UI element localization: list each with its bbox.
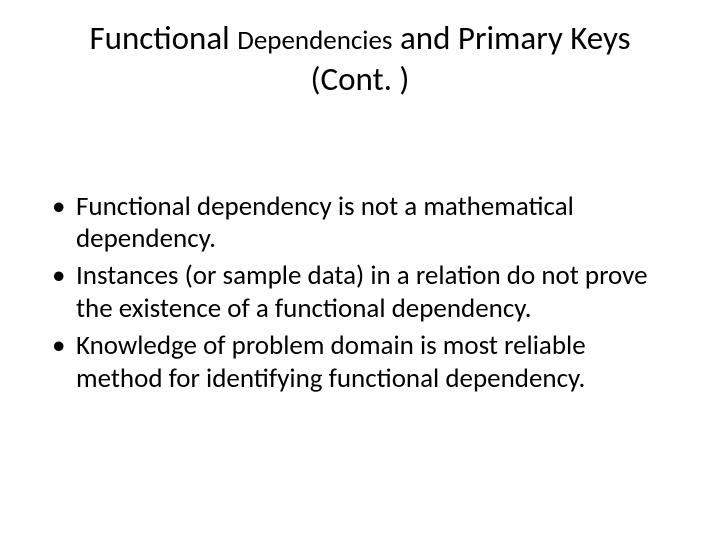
list-item: Knowledge of problem domain is most reli…	[48, 330, 672, 396]
bullet-list: Functional dependency is not a mathemati…	[48, 191, 672, 397]
bullet-text: Functional dependency is not a mathemati…	[76, 190, 574, 256]
slide-title: Functional Dependencies and Primary Keys…	[48, 18, 672, 101]
slide: Functional Dependencies and Primary Keys…	[0, 0, 720, 540]
title-word-2: Dependencies	[237, 24, 392, 57]
bullet-text: Knowledge of problem domain is most reli…	[76, 329, 586, 395]
list-item: Instances (or sample data) in a relation…	[48, 260, 672, 326]
title-word-1: Functional	[89, 18, 229, 58]
slide-body: Functional dependency is not a mathemati…	[48, 191, 672, 397]
bullet-text: Instances (or sample data) in a relation…	[76, 259, 648, 325]
list-item: Functional dependency is not a mathemati…	[48, 191, 672, 257]
